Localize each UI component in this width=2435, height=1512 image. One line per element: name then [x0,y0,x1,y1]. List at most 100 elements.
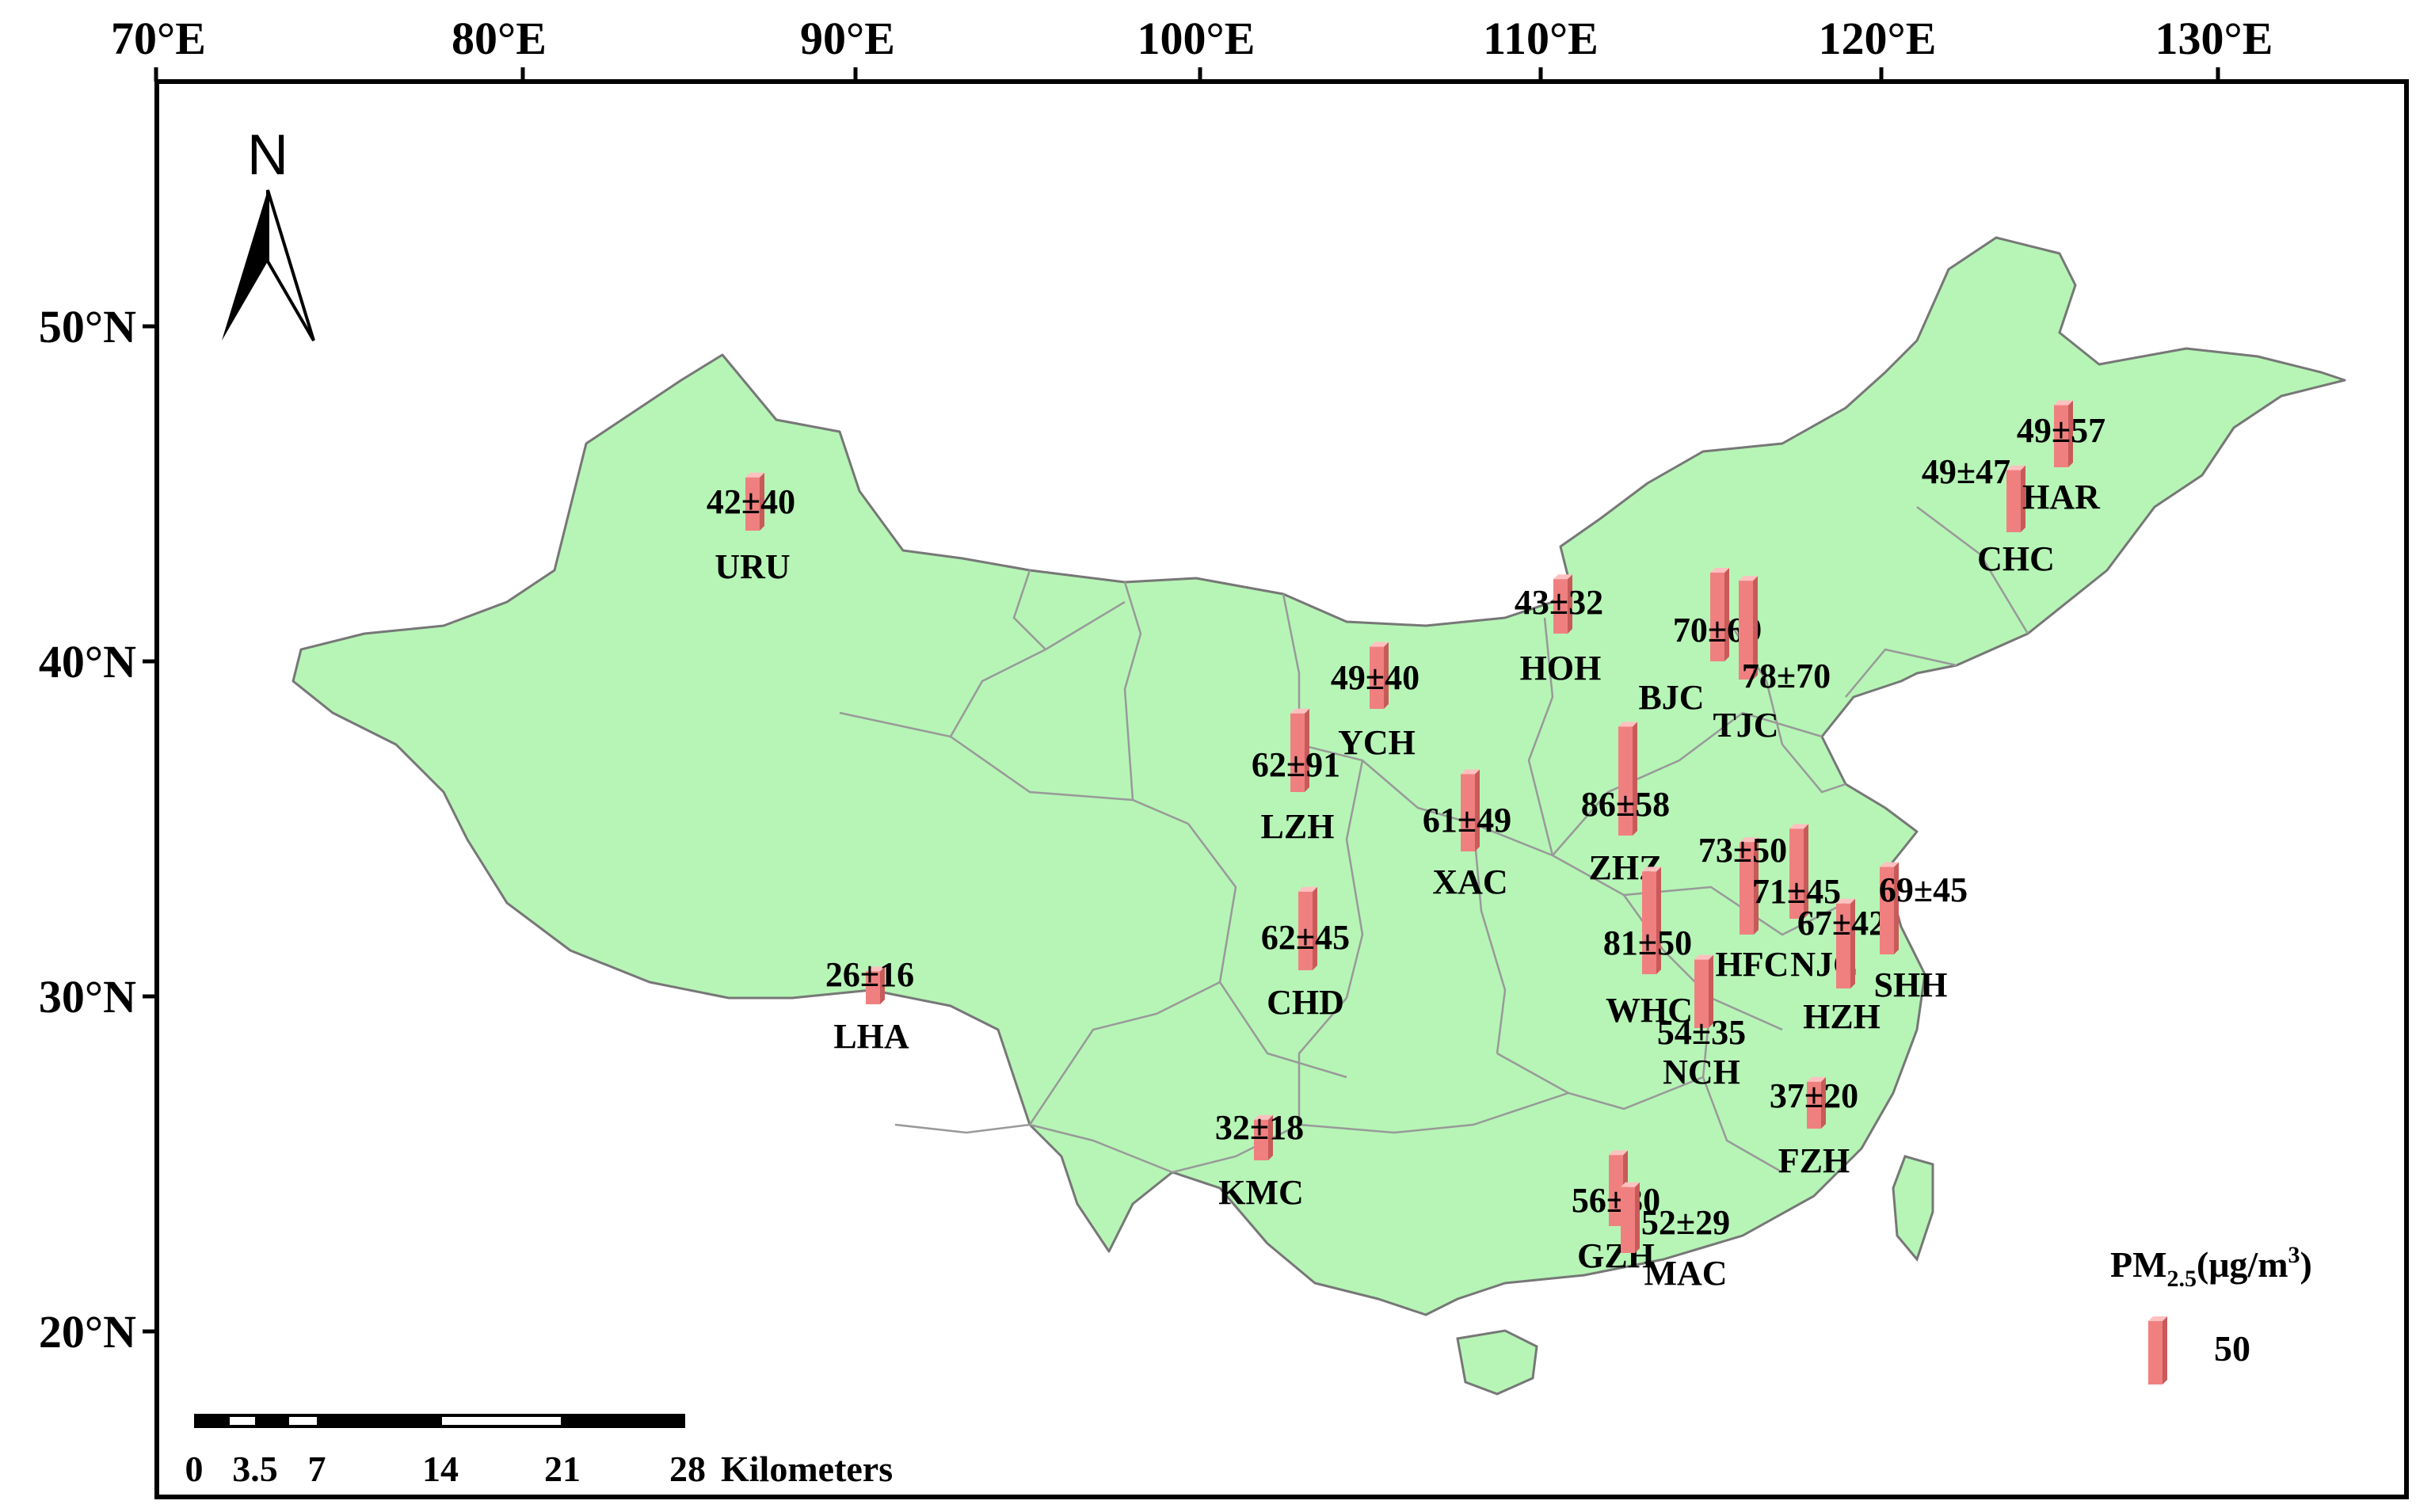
pm25-stat-label: 37±20 [1770,1076,1858,1115]
longitude-axis: 70°E 80°E 90°E 100°E 110°E 120°E 130°E [111,13,2273,82]
legend-title-sup: 3 [2288,1242,2300,1268]
lon-label: 70°E [111,13,206,64]
scale-tick: 28 [669,1449,706,1489]
pm25-stat-label: 86±58 [1581,785,1670,824]
city-code-label: YCH [1338,723,1416,762]
pm25-bar [1254,1114,1273,1160]
lon-label: 120°E [1819,13,1937,64]
pm25-bar [1740,837,1759,935]
lat-label: 40°N [39,636,136,687]
pm25-bar [1642,866,1661,974]
province-borders [839,506,2029,1174]
pm25-stat-label: 73±50 [1698,831,1787,870]
north-label: N [247,124,288,187]
lat-label: 30°N [39,971,136,1023]
pm25-bar [1694,954,1713,1028]
city-code-label: MAC [1644,1254,1727,1293]
city-chd: 62±45 CHD [1261,886,1350,1022]
city-whc: 81±50 WHC [1603,866,1693,1030]
city-code-label: TJC [1713,706,1778,745]
pm25-bar [1298,886,1317,970]
pm25-stat-label: 62±45 [1261,918,1350,957]
pm25-stat-label: 43±32 [1515,583,1603,622]
pm25-stat-label: 71±45 [1752,872,1841,911]
lat-label: 20°N [39,1306,136,1358]
pm25-bar [1618,722,1637,836]
scale-tick: 21 [544,1449,581,1489]
pm25-bar [1710,568,1729,661]
city-code-label: HZH [1803,997,1881,1036]
pm25-bar [1621,1182,1640,1253]
city-code-label: WHC [1606,991,1693,1030]
city-har: 49±57 HAR [2017,400,2105,516]
city-code-label: BJC [1638,678,1704,717]
pm25-bar [1789,824,1808,919]
latitude-axis: 50°N 40°N 30°N 20°N [39,301,157,1358]
city-kmc: 32±18 KMC [1215,1108,1304,1212]
lon-label: 90°E [800,13,895,64]
city-code-label: HFC [1716,945,1789,984]
pm25-bar [745,472,764,531]
scale-tick: 0 [185,1449,204,1489]
pm25-stat-label: 32±18 [1215,1108,1304,1147]
scale-tick: 3.5 [232,1449,278,1489]
city-code-label: CHD [1267,983,1344,1022]
hainan-island [1456,1329,1538,1396]
lon-label: 100°E [1137,13,1256,64]
pm25-stat-label: 49±47 [1922,452,2010,491]
pm25-stat-label: 81±50 [1603,924,1692,962]
city-code-label: LZH [1261,807,1335,846]
city-code-label: LHA [833,1017,909,1056]
pm25-stat-label: 49±40 [1331,658,1419,697]
city-code-label: URU [714,547,790,586]
pm25-bar [1836,898,1855,988]
city-code-label: KMC [1218,1173,1304,1212]
pm25-bar [1807,1076,1826,1129]
legend-title-main: PM [2110,1244,2167,1285]
city-code-label: HOH [1520,649,1602,687]
pm25-bar [866,966,885,1004]
pm25-stat-label: 52±29 [1641,1203,1730,1242]
city-markers: 42±40 URU 26±16 LHA 32±18 KMC 62±45 CHD 62±91 LZH… [707,400,2105,1293]
scale-tick: 7 [308,1449,326,1489]
scale-tick: 14 [422,1449,459,1489]
pm25-stat-label: 49±57 [2017,411,2105,450]
pm25-stat-label: 69±45 [1879,870,1968,909]
city-hzh: 67±42 HZH [1797,898,1886,1036]
scale-bar: 0 3.5 7 14 21 28 Kilometers [185,1414,893,1489]
pm25-bar [1370,642,1389,709]
pm25-bar [1290,708,1309,792]
legend-bar-icon [2148,1316,2167,1384]
north-arrow-icon: N [222,124,315,342]
mainland-china [292,236,2346,1316]
lon-label: 130°E [2155,13,2273,64]
city-code-label: XAC [1432,863,1507,901]
lat-label: 50°N [39,301,136,352]
city-fzh: 37±20 FZH [1770,1076,1858,1180]
lon-label: 110°E [1483,13,1599,64]
city-hoh: 43±32 HOH [1515,574,1603,687]
city-ych: 49±40 YCH [1331,642,1419,762]
scale-unit: Kilometers [721,1449,893,1489]
pm25-bar [2006,465,2025,532]
city-chc: 49±47 CHC [1922,452,2055,578]
city-code-label: SHH [1874,965,1948,1004]
legend: PM2.5(μg/m3) 50 [2110,1242,2312,1384]
city-lzh: 62±91 LZH [1252,708,1340,846]
taiwan-island [1892,1155,1934,1263]
legend-title-close: ) [2300,1244,2312,1285]
legend-bar [2148,1316,2167,1384]
city-xac: 61±49 XAC [1423,769,1511,901]
legend-title-sub: 2.5 [2167,1266,2197,1292]
pm25-bar [1461,769,1480,851]
city-mac: 52±29 MAC [1621,1182,1730,1293]
pm25-bar [1553,574,1572,634]
pm25-stat-label: 61±49 [1423,801,1511,840]
pm25-stat-label: 62±91 [1252,745,1340,784]
city-code-label: GZH [1577,1236,1655,1275]
city-hfc: 73±50 HFC [1698,831,1789,984]
pm25-stat-label: 67±42 [1797,904,1886,943]
pm25-bar [1880,862,1899,954]
